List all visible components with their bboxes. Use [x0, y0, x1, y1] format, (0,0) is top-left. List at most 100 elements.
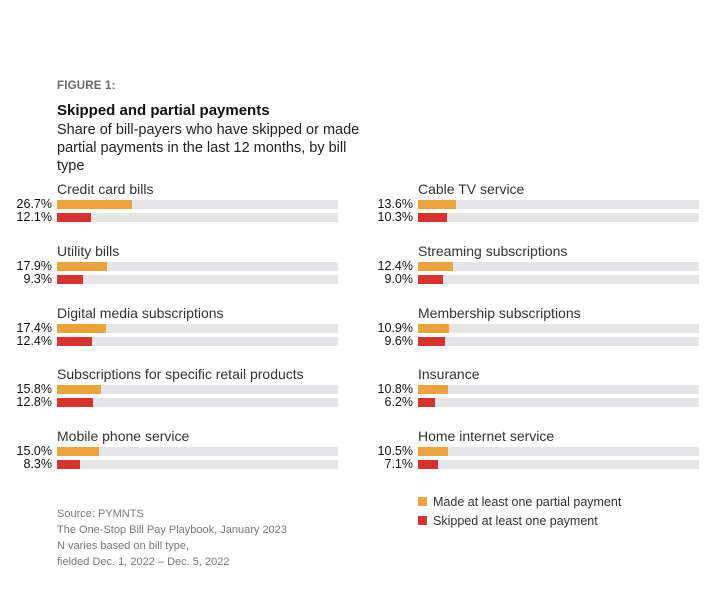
data-label: 12.8%: [16, 395, 52, 410]
figure-label: FIGURE 1:: [57, 80, 116, 92]
data-label: 15.0%: [16, 444, 52, 459]
data-label: 26.7%: [16, 197, 52, 211]
skipped-payment-row: 12.1%: [0, 210, 340, 224]
partial-payment-row: 17.9%: [0, 258, 340, 273]
bar-partial: [57, 261, 108, 271]
bar-partial: [418, 447, 448, 457]
bar-track: [57, 213, 338, 222]
category-label: Cable TV service: [418, 181, 525, 197]
bar-group: Insurance 10.8% 6.2%: [361, 366, 699, 416]
legend-swatch-partial: [418, 497, 427, 506]
bar-partial: [418, 261, 453, 271]
data-label: 10.8%: [377, 382, 413, 397]
data-label: 10.9%: [377, 320, 413, 335]
data-label: 9.0%: [384, 271, 414, 286]
bar-track: [418, 200, 699, 209]
category-label: Subscriptions for specific retail produc…: [57, 366, 304, 383]
legend-label-skipped: Skipped at least one payment: [433, 513, 598, 528]
bar-skipped: [57, 460, 81, 470]
bar-track: [418, 447, 699, 457]
bar-skipped: [418, 336, 445, 346]
partial-payment-row: 26.7%: [0, 197, 340, 211]
bar-track: [57, 323, 338, 333]
bar-track: [57, 200, 338, 209]
bar-skipped: [57, 398, 93, 408]
source-notes: Source: PYMNTS The One-Stop Bill Pay Pla…: [57, 506, 287, 570]
bar-skipped: [418, 213, 447, 222]
bar-track: [57, 336, 338, 346]
legend-swatch-skipped: [418, 516, 427, 525]
bar-skipped: [418, 398, 436, 408]
data-label: 12.4%: [377, 258, 413, 273]
data-label: 9.6%: [384, 333, 414, 348]
bar-partial: [418, 200, 457, 209]
category-label: Streaming subscriptions: [418, 242, 568, 259]
bar-group: Credit card bills 26.7% 12.1%: [0, 181, 338, 231]
data-label: 6.2%: [384, 395, 414, 410]
bar-track: [57, 385, 338, 395]
bar-track: [418, 398, 699, 408]
bar-track: [57, 261, 338, 271]
skipped-payment-row: 9.0%: [361, 271, 701, 286]
partial-payment-row: 12.4%: [361, 258, 701, 273]
bar-group: Membership subscriptions 10.9% 9.6%: [361, 304, 699, 355]
bar-group: Streaming subscriptions 12.4% 9.0%: [361, 242, 699, 293]
partial-payment-row: 15.0%: [0, 444, 340, 459]
bar-track: [57, 460, 338, 470]
data-label: 10.3%: [377, 210, 413, 224]
legend-label-partial: Made at least one partial payment: [433, 494, 622, 509]
category-label: Membership subscriptions: [418, 304, 581, 321]
bar-group: Mobile phone service 15.0% 8.3%: [0, 428, 338, 478]
skipped-payment-row: 10.3%: [361, 210, 701, 224]
partial-payment-row: 13.6%: [361, 197, 701, 211]
bar-group: Cable TV service 13.6% 10.3%: [361, 181, 699, 231]
partial-payment-row: 15.8%: [0, 382, 340, 397]
bar-track: [418, 261, 699, 271]
data-label: 15.8%: [16, 382, 52, 397]
data-label: 13.6%: [377, 197, 413, 211]
source-line: N varies based on bill type,: [57, 540, 190, 552]
bar-skipped: [418, 274, 444, 284]
data-label: 9.3%: [23, 271, 53, 286]
bar-partial: [418, 385, 449, 395]
data-label: 17.9%: [16, 258, 52, 273]
bar-track: [418, 274, 699, 284]
source-line: Source: PYMNTS: [57, 508, 144, 520]
skipped-payment-row: 12.4%: [0, 334, 340, 348]
source-line: The One-Stop Bill Pay Playbook, January …: [57, 524, 287, 536]
chart-title: Skipped and partial payments: [57, 102, 270, 119]
partial-payment-row: 10.8%: [361, 382, 701, 397]
legend-item-skipped: Skipped at least one payment: [418, 511, 621, 530]
bar-track: [57, 398, 338, 408]
bar-track: [57, 274, 338, 284]
legend-item-partial: Made at least one partial payment: [418, 492, 621, 511]
bar-skipped: [418, 460, 438, 470]
category-label: Mobile phone service: [57, 428, 190, 445]
bar-group: Digital media subscriptions 17.4% 12.4%: [0, 304, 338, 355]
skipped-payment-row: 9.3%: [0, 271, 340, 286]
data-label: 17.4%: [16, 320, 52, 335]
skipped-payment-row: 7.1%: [361, 457, 701, 472]
skipped-payment-row: 12.8%: [0, 395, 340, 410]
category-label: Digital media subscriptions: [57, 304, 224, 321]
partial-payment-row: 17.4%: [0, 320, 340, 335]
bar-skipped: [57, 274, 84, 284]
bar-partial: [57, 200, 133, 209]
bar-partial: [57, 323, 106, 333]
legend: Made at least one partial payment Skippe…: [418, 492, 621, 530]
bar-skipped: [57, 336, 92, 346]
skipped-payment-row: 9.6%: [361, 333, 701, 348]
bar-group: Home internet service 10.5% 7.1%: [361, 428, 699, 478]
source-line: fielded Dec. 1, 2022 – Dec. 5, 2022: [57, 556, 230, 568]
bar-partial: [418, 323, 449, 333]
data-label: 7.1%: [384, 457, 414, 472]
bar-group: Utility bills 17.9% 9.3%: [0, 243, 338, 293]
data-label: 8.3%: [23, 457, 53, 472]
category-label: Home internet service: [418, 428, 555, 445]
partial-payment-row: 10.9%: [361, 320, 701, 335]
data-label: 10.5%: [377, 444, 413, 459]
bar-track: [418, 213, 699, 222]
category-label: Credit card bills: [57, 181, 154, 197]
bar-group: Subscriptions for specific retail produc…: [0, 366, 338, 416]
bar-track: [418, 385, 699, 395]
